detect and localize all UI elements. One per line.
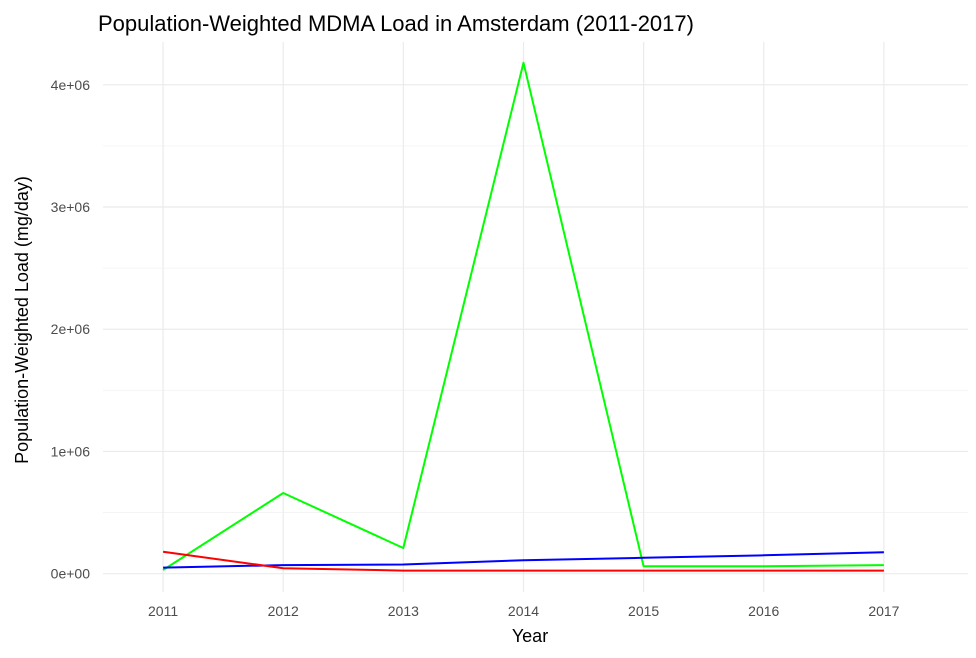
series-line-3 [162, 550, 884, 572]
y-tick-label: 3e+06 [51, 199, 91, 215]
y-axis-title: Population-Weighted Load (mg/day) [12, 176, 32, 464]
series-lines [162, 61, 884, 572]
x-tick-label: 2016 [748, 603, 779, 619]
chart-title: Population-Weighted MDMA Load in Amsterd… [98, 11, 694, 36]
x-tick-label: 2013 [388, 603, 419, 619]
x-tick-label: 2015 [628, 603, 659, 619]
x-tick-label: 2014 [508, 603, 539, 619]
y-axis-ticks: 0e+00 1e+06 2e+06 3e+06 4e+06 [51, 77, 91, 582]
x-tick-label: 2012 [268, 603, 299, 619]
y-tick-label: 2e+06 [51, 321, 91, 337]
series-line-1 [162, 61, 884, 571]
x-tick-label: 2017 [868, 603, 899, 619]
grid [103, 42, 968, 592]
x-tick-label: 2011 [148, 603, 178, 619]
y-tick-label: 0e+00 [51, 566, 91, 582]
y-tick-label: 1e+06 [51, 443, 91, 459]
series-line-2 [163, 551, 884, 569]
x-axis-title: Year [512, 626, 548, 646]
x-axis-ticks: 2011 2012 2013 2014 2015 2016 2017 [148, 603, 900, 619]
y-tick-label: 4e+06 [51, 77, 91, 93]
